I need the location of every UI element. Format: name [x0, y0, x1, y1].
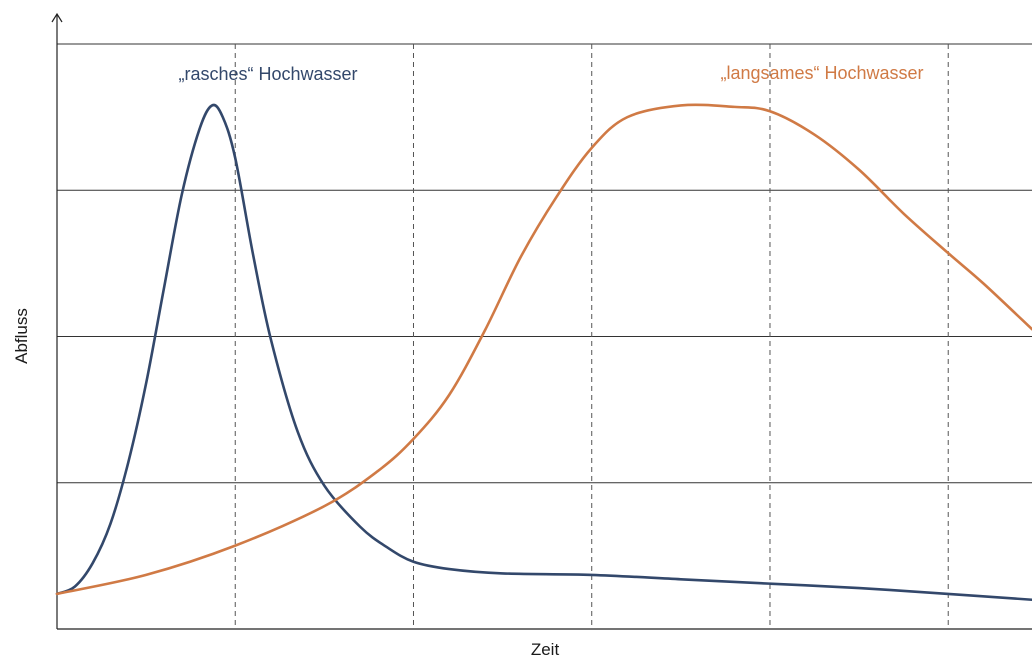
series-label-langsames: „langsames“ Hochwasser [720, 63, 923, 83]
axes [51, 12, 1032, 630]
series-layer [55, 103, 1032, 602]
series-line-rasches [55, 103, 1032, 602]
series-label-rasches: „rasches“ Hochwasser [178, 64, 357, 84]
vertical-gridlines [234, 44, 949, 629]
x-axis-label: Zeit [531, 640, 560, 659]
y-axis-arrow-icon [51, 12, 63, 23]
series-line-langsames [55, 103, 1032, 596]
horizontal-gridlines [57, 43, 1032, 484]
y-axis-label: Abfluss [12, 308, 31, 364]
